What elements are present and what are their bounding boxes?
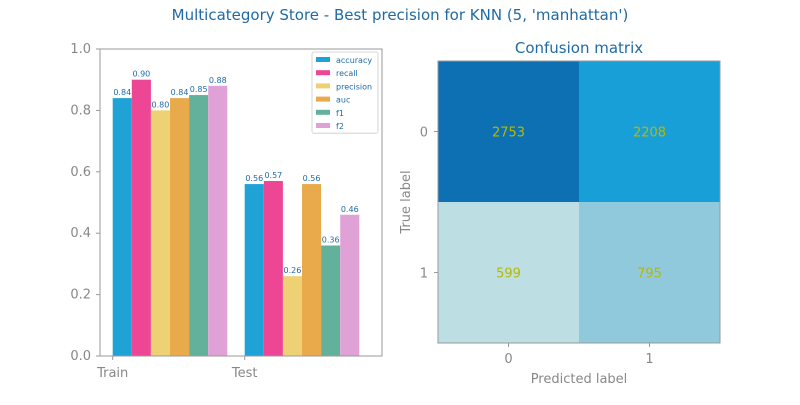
matrix-cell-value: 795 [637,267,662,282]
legend-entry: precision [336,82,372,91]
bar-value-label: 0.56 [245,174,263,183]
figure-title: Multicategory Store - Best precision for… [172,6,629,24]
legend-swatch [316,96,330,102]
legend-entry: auc [336,96,350,105]
matrix-cell-value: 599 [496,267,521,282]
bar [302,184,322,356]
bar-series [112,79,360,357]
y-axis-ticks: 01 [420,126,438,282]
matrix-frame [437,60,721,344]
legend-swatch [316,57,330,62]
bar-value-label: 0.84 [113,88,131,97]
bar [321,245,341,356]
y-axis-label: True label [399,170,414,234]
legend-swatch [316,109,330,115]
x-axis-ticks: Train Test [96,356,258,381]
legend-entry: f1 [336,109,344,118]
bar [244,184,264,356]
matrix-cells: 2753 2208 599 795 [438,61,720,343]
matrix-cell [438,202,579,343]
x-axis-label: Predicted label [531,372,628,387]
legend-entry: accuracy [336,56,372,65]
matrix-cell-value: 2753 [492,126,525,141]
bar [340,214,360,356]
matrix-cell-value: 2208 [633,126,666,141]
legend-swatch [316,123,330,128]
legend-swatch [316,83,330,89]
plot-frame [99,48,383,357]
bar-value-label: 0.80 [152,100,170,109]
matrix-cell [579,61,720,202]
x-tick-label: Train [96,366,128,381]
y-tick-label: 0.0 [70,349,91,364]
y-axis-ticks: 0.0 0.2 0.4 0.6 0.8 1.0 [70,42,100,364]
bar-value-label: 0.85 [190,85,208,94]
bar-value-label: 0.84 [171,88,189,97]
bar [189,95,209,357]
bar [263,181,283,356]
bar-value-label: 0.56 [303,174,321,183]
bar [131,79,151,356]
bar [170,98,190,357]
y-tick-label: 0.2 [70,288,91,303]
bar-value-label: 0.36 [322,235,340,244]
legend-entry: recall [336,69,358,78]
x-tick-label: Test [231,366,258,381]
y-tick-label: 0.8 [70,103,91,118]
y-tick-label: 1 [420,267,428,282]
y-tick-label: 0.4 [70,226,91,241]
bar [150,110,170,357]
bar-value-label: 0.90 [132,70,150,79]
bar-value-label: 0.57 [264,171,282,180]
confusion-matrix-title: Confusion matrix [515,39,643,57]
bar [282,276,302,356]
y-tick-label: 1.0 [70,42,91,57]
matrix-cell [579,202,720,343]
bar [112,98,132,357]
matrix-cell [438,61,579,202]
bar-value-label: 0.26 [284,266,302,275]
y-tick-label: 0.6 [70,165,91,180]
bar-chart: 0.00.20.40.60.81.0 Train Test 0.840.900.8… [70,42,383,381]
legend: accuracy recall precision auc f1 f2 [311,51,379,134]
bar-value-labels: 0.840.900.800.84 0.850.880.56 0.570.260.56… [113,70,358,275]
x-tick-label: 1 [645,352,653,367]
legend-entry: f2 [336,122,344,131]
x-tick-label: 0 [504,352,512,367]
bar-value-label: 0.88 [209,76,227,85]
bar [208,85,228,356]
y-tick-label: 0 [420,126,428,141]
legend-swatch [316,70,330,76]
bar-value-label: 0.46 [341,205,359,214]
